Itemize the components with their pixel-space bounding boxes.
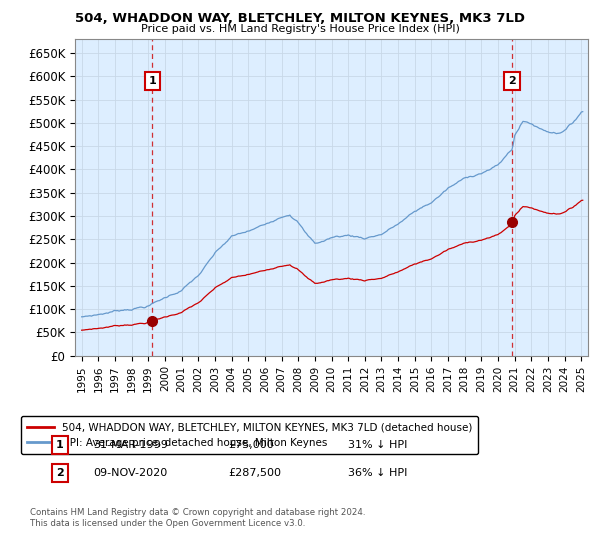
Text: £75,000: £75,000	[228, 440, 274, 450]
Text: 31-MAR-1999: 31-MAR-1999	[93, 440, 168, 450]
Text: 2: 2	[508, 76, 516, 86]
Text: 36% ↓ HPI: 36% ↓ HPI	[348, 468, 407, 478]
Text: 2: 2	[56, 468, 64, 478]
Text: 1: 1	[149, 76, 157, 86]
Legend: 504, WHADDON WAY, BLETCHLEY, MILTON KEYNES, MK3 7LD (detached house), HPI: Avera: 504, WHADDON WAY, BLETCHLEY, MILTON KEYN…	[21, 416, 478, 454]
Text: Contains HM Land Registry data © Crown copyright and database right 2024.
This d: Contains HM Land Registry data © Crown c…	[30, 508, 365, 528]
Text: £287,500: £287,500	[228, 468, 281, 478]
Text: 504, WHADDON WAY, BLETCHLEY, MILTON KEYNES, MK3 7LD: 504, WHADDON WAY, BLETCHLEY, MILTON KEYN…	[75, 12, 525, 25]
Text: 31% ↓ HPI: 31% ↓ HPI	[348, 440, 407, 450]
Text: Price paid vs. HM Land Registry's House Price Index (HPI): Price paid vs. HM Land Registry's House …	[140, 24, 460, 34]
Text: 09-NOV-2020: 09-NOV-2020	[93, 468, 167, 478]
Text: 1: 1	[56, 440, 64, 450]
